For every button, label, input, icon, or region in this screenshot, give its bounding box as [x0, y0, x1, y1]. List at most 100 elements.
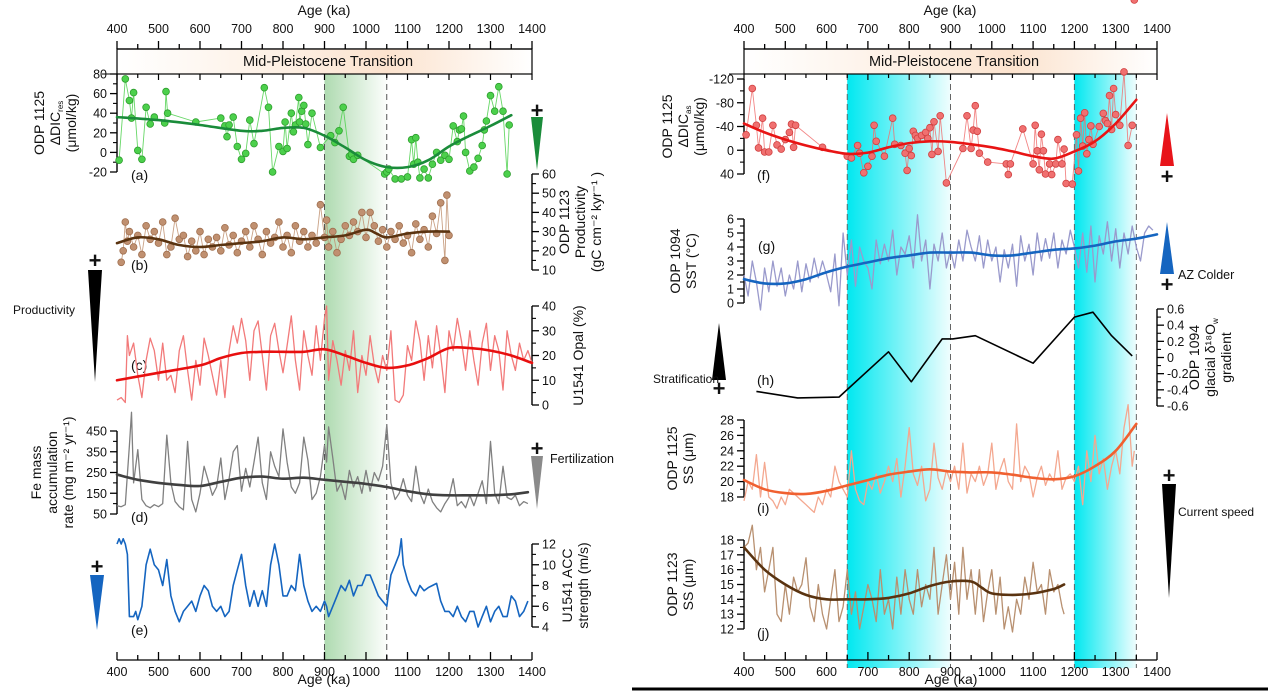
data-point	[411, 220, 420, 228]
x-tick-label: 1400	[518, 665, 546, 679]
data-point	[129, 243, 138, 251]
data-point	[142, 222, 150, 230]
indicator-a: +	[531, 98, 543, 170]
data-point	[928, 150, 936, 159]
data-point	[748, 84, 757, 93]
data-point	[1045, 160, 1054, 168]
indicator-productivity: + Productivity	[13, 248, 102, 382]
indicator-fertilization: + Fertilization	[531, 436, 614, 509]
data-point	[478, 141, 487, 150]
y-tick-label: 18	[720, 491, 734, 505]
data-point	[1083, 150, 1091, 158]
data-point	[436, 199, 445, 207]
y-label-line: ΔDICres	[47, 101, 65, 146]
data-point	[905, 144, 913, 153]
data-point	[125, 227, 134, 236]
y-label-line: ODP 1094	[1186, 325, 1202, 390]
data-point	[1103, 119, 1112, 128]
data-point	[1039, 147, 1048, 155]
data-point	[494, 82, 503, 91]
data-point	[1099, 109, 1108, 118]
plus-icon: +	[531, 436, 544, 461]
y-axis-label-c: U1541 Opal (%)	[570, 305, 586, 405]
subplot-h: 0.6 0.4 0.2 0 -0.2 -0.4 -0.6 ODP 1094 glacial δ¹…	[756, 303, 1234, 414]
y-tick-label: 40	[542, 206, 556, 220]
x-tick-label: 1200	[1060, 665, 1088, 679]
data-point	[847, 154, 856, 162]
x-tick-label: 700	[857, 665, 878, 679]
mpt-band-right	[744, 49, 1157, 74]
y-tick-label: 0	[1167, 351, 1174, 365]
series-g-0	[743, 214, 1154, 311]
data-point	[316, 143, 325, 152]
y-tick-label: 8	[542, 579, 549, 593]
data-point	[299, 101, 308, 110]
y-tick-label: 30	[542, 225, 556, 239]
data-point	[258, 250, 267, 259]
y-tick-label: 28	[720, 414, 734, 428]
smooth-curve	[115, 345, 534, 382]
x-tick-label: 1100	[394, 22, 421, 36]
plus-icon: +	[89, 248, 102, 273]
smooth-curve	[742, 233, 1159, 286]
data-point	[420, 165, 428, 173]
data-point	[441, 256, 449, 265]
data-point	[1041, 170, 1050, 178]
data-point	[1109, 84, 1118, 93]
smooth-curve	[115, 473, 530, 497]
data-point	[888, 114, 897, 122]
data-point	[200, 250, 208, 259]
data-point	[474, 154, 482, 163]
data-point	[926, 123, 934, 132]
y-label-line: SS (μm)	[680, 559, 696, 611]
y-tick-label: 10	[542, 264, 556, 278]
y-tick-label: -20	[89, 166, 107, 180]
data-point	[1018, 125, 1027, 133]
y-tick-label: 10	[542, 374, 556, 388]
data-point	[328, 227, 337, 236]
data-point	[134, 146, 142, 155]
y-tick-label: 13	[720, 608, 734, 622]
data-point	[217, 114, 225, 122]
series-e-0	[116, 538, 529, 628]
series-b-1	[115, 228, 451, 249]
data-point	[233, 248, 242, 257]
subplot-d: 450 350 250 150 50 Fe mass accumulation rate (m…	[28, 411, 530, 529]
data-point	[289, 128, 298, 136]
data-point	[1031, 121, 1039, 130]
y-tick-label: 0.6	[1167, 303, 1184, 317]
series-c-1	[115, 345, 534, 382]
bottom-axis-title-right: Age (ka)	[925, 671, 978, 687]
y-axis-d: 450 350 250 150 50	[86, 425, 118, 522]
data-point	[1058, 160, 1066, 168]
data-point	[179, 231, 188, 240]
y-label-line: (μmol/kg)	[63, 94, 79, 153]
data-point	[304, 140, 312, 149]
data-point	[358, 208, 366, 217]
y-axis-h: 0.6 0.4 0.2 0 -0.2 -0.4 -0.6	[1156, 303, 1189, 414]
y-axis-label-b: ODP 1123 Productivity (gC cm⁻² kyr⁻¹ )	[556, 172, 604, 272]
y-tick-label: 50	[93, 508, 107, 522]
series-j-1	[742, 546, 1066, 601]
bottom-axis-title-left: Age (ka)	[298, 671, 351, 687]
x-tick-label: 500	[775, 665, 796, 679]
top-tick-labels-left: 400 500 600 700 800 900 1000 1100 1200 1300 1400	[107, 22, 546, 36]
data-point	[382, 243, 391, 251]
y-label-line: Productivity	[572, 186, 588, 258]
data-point	[229, 231, 238, 240]
panel-letter-f: (f)	[757, 167, 770, 183]
data-point	[366, 208, 374, 217]
x-tick-label: 1300	[1102, 22, 1130, 36]
x-tick-label: 1400	[1143, 22, 1171, 36]
az-colder-label: AZ Colder	[1178, 268, 1234, 282]
y-label-line: ODP 1125	[659, 94, 675, 158]
y-label-line: accumulation	[44, 431, 60, 514]
plus-icon: +	[91, 554, 104, 579]
data-point	[486, 91, 495, 100]
data-point	[971, 101, 980, 110]
x-tick-label: 1200	[435, 22, 463, 36]
data-point	[183, 252, 192, 261]
